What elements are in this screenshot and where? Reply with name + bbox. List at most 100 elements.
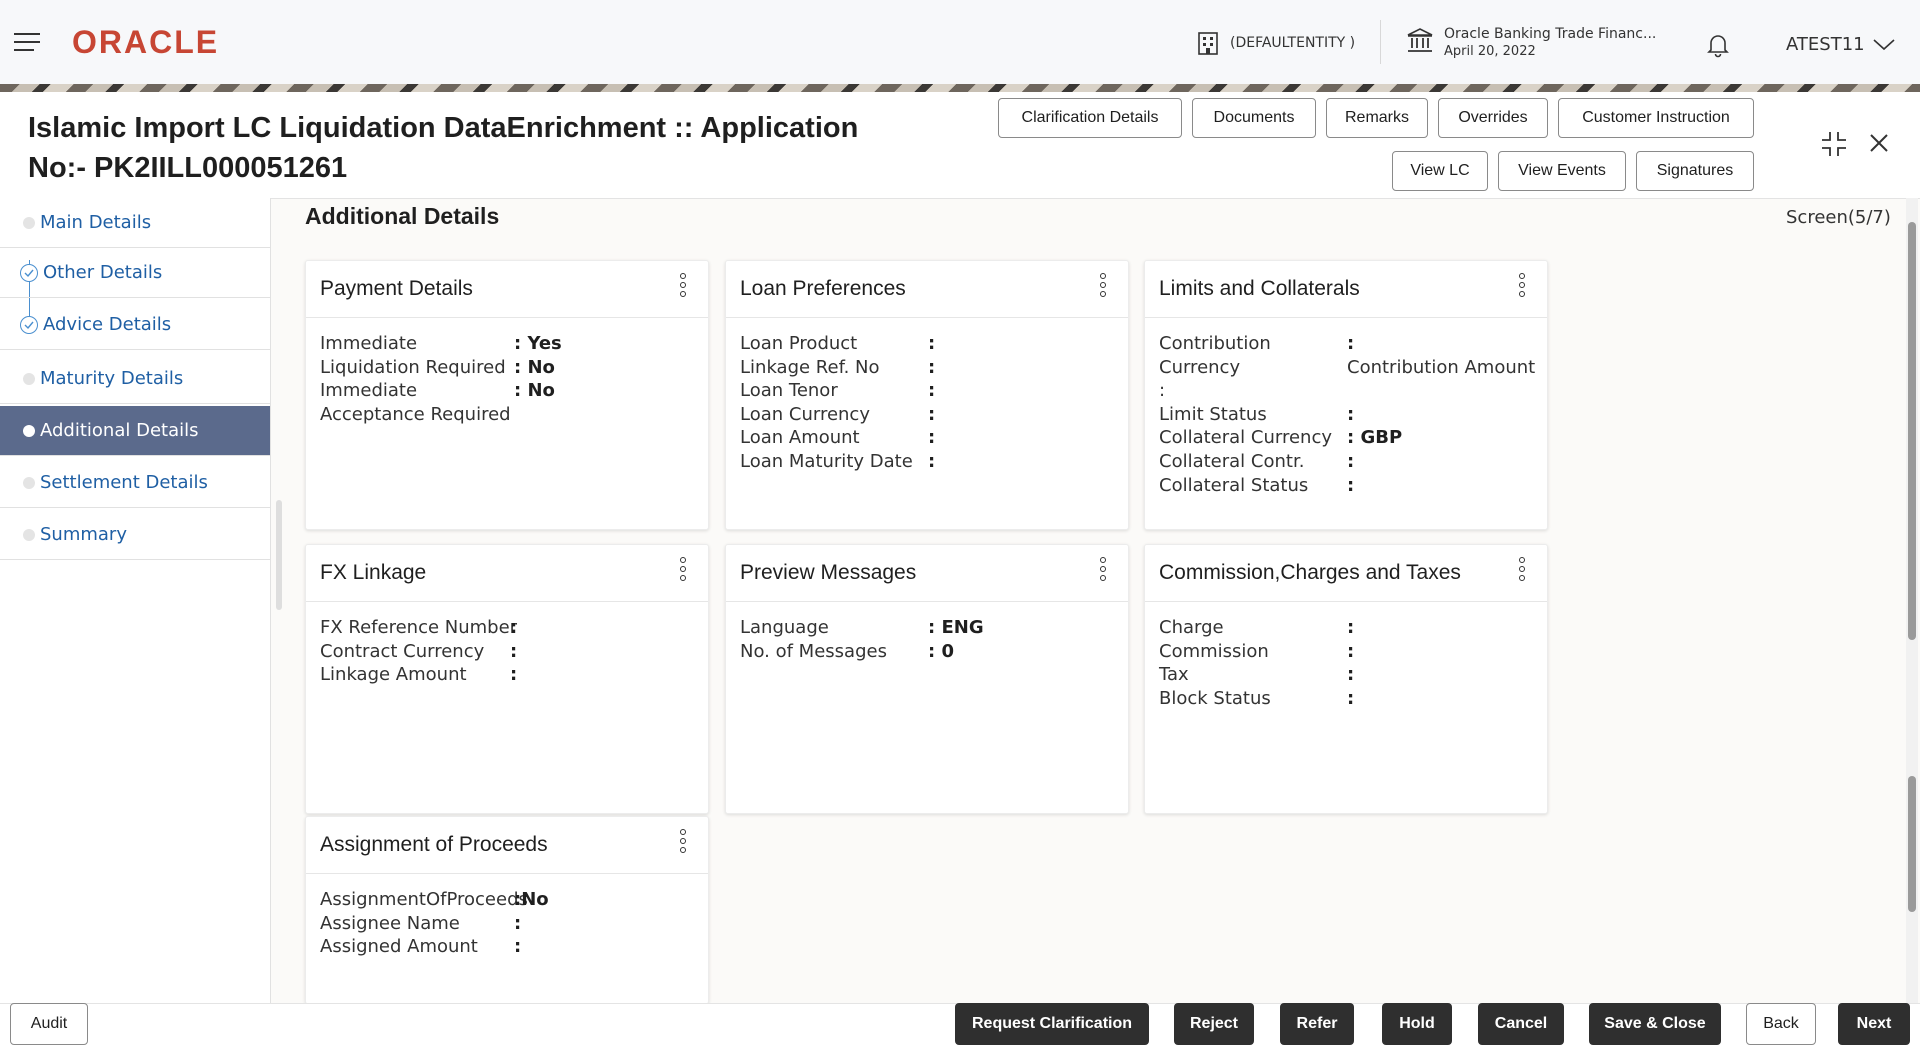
view-lc-button[interactable]: View LC: [1392, 151, 1488, 191]
step-dot: [23, 424, 35, 437]
card-title: FX Linkage: [320, 561, 427, 584]
more-options-icon[interactable]: [678, 829, 688, 861]
sidebar-item-main-details[interactable]: Main Details: [0, 198, 270, 248]
field-row: Loan Currency:: [740, 404, 936, 425]
card-title: Loan Preferences: [740, 277, 906, 300]
field-row: Loan Tenor:: [740, 380, 936, 401]
field-row: Immediate: No: [320, 380, 555, 401]
main-scrollbar-thumb-secondary[interactable]: [1908, 776, 1916, 912]
field-row: Acceptance Required: [320, 404, 511, 425]
entity-selector[interactable]: (DEFAULTENTITY ): [1196, 30, 1355, 56]
field-row: Loan Maturity Date:: [740, 451, 936, 472]
field-row: Collateral Contr.:: [1159, 451, 1355, 472]
sidebar-item-advice-details[interactable]: Advice Details: [0, 300, 270, 350]
sidebar-item-label: Additional Details: [40, 420, 199, 441]
field-row: Loan Product:: [740, 333, 936, 354]
sidebar-item-label: Settlement Details: [40, 472, 208, 493]
payment-details-card: Payment Details Immediate: Yes Liquidati…: [305, 260, 709, 530]
section-title: Additional Details: [305, 203, 500, 229]
field-row: Immediate: Yes: [320, 333, 562, 354]
collapse-icon[interactable]: [1820, 130, 1848, 162]
customer-instruction-button[interactable]: Customer Instruction: [1558, 98, 1754, 138]
field-row: Contract Currency:: [320, 641, 518, 662]
next-button[interactable]: Next: [1838, 1003, 1910, 1045]
overrides-button[interactable]: Overrides: [1438, 98, 1548, 138]
card-title: Payment Details: [320, 277, 473, 300]
oracle-logo: ORACLE: [72, 24, 220, 60]
sidebar-item-other-details[interactable]: Other Details: [0, 248, 270, 298]
view-events-button[interactable]: View Events: [1498, 151, 1626, 191]
more-options-icon[interactable]: [678, 557, 688, 589]
refer-button[interactable]: Refer: [1280, 1003, 1354, 1045]
more-options-icon[interactable]: [1098, 273, 1108, 305]
field-row: Contribution:: [1159, 333, 1355, 354]
step-dot: [23, 476, 35, 489]
documents-button[interactable]: Documents: [1192, 98, 1316, 138]
step-dot: [23, 216, 35, 229]
field-row: Assignee Name:: [320, 913, 522, 934]
fx-linkage-card: FX Linkage FX Reference Number: Contract…: [305, 544, 709, 814]
business-date: April 20, 2022: [1444, 44, 1536, 59]
user-menu[interactable]: ATEST11: [1786, 34, 1895, 55]
card-header: Payment Details: [306, 261, 708, 318]
field-row: Assigned Amount:: [320, 936, 522, 957]
field-row: Collateral Status:: [1159, 475, 1355, 496]
card-title: Preview Messages: [740, 561, 917, 584]
more-options-icon[interactable]: [1098, 557, 1108, 589]
assignment-of-proceeds-card: Assignment of Proceeds AssignmentOfProce…: [305, 816, 709, 1004]
remarks-button[interactable]: Remarks: [1326, 98, 1428, 138]
building-icon: [1198, 32, 1218, 55]
reject-button[interactable]: Reject: [1174, 1003, 1254, 1045]
main-scrollbar-thumb[interactable]: [1908, 222, 1916, 640]
field-row: Loan Amount:: [740, 427, 936, 448]
user-name: ATEST11: [1786, 34, 1865, 55]
card-header: Preview Messages: [726, 545, 1128, 602]
field-row: Linkage Amount:: [320, 664, 518, 685]
top-bar: ORACLE (DEFAULTENTITY ) Oracle Banking T…: [0, 0, 1920, 85]
entity-label: (DEFAULTENTITY ): [1230, 35, 1356, 51]
card-title: Assignment of Proceeds: [320, 833, 548, 856]
progress-line: [29, 260, 30, 324]
branch-selector[interactable]: Oracle Banking Trade Financ... April 20,…: [1406, 26, 1656, 60]
more-options-icon[interactable]: [678, 273, 688, 305]
bank-name: Oracle Banking Trade Financ...: [1444, 26, 1657, 42]
card-header: FX Linkage: [306, 545, 708, 602]
cancel-button[interactable]: Cancel: [1478, 1003, 1564, 1045]
field-row: Liquidation Required: No: [320, 357, 555, 378]
sidebar-item-settlement-details[interactable]: Settlement Details: [0, 458, 270, 508]
more-options-icon[interactable]: [1517, 273, 1527, 305]
more-options-icon[interactable]: [1517, 557, 1527, 589]
hamburger-menu-icon[interactable]: [14, 33, 40, 51]
card-title: Limits and Collaterals: [1159, 277, 1360, 300]
field-row: Currency Contribution Amount: [1159, 357, 1536, 378]
sidebar-item-additional-details[interactable]: Additional Details: [0, 406, 270, 456]
clarification-details-button[interactable]: Clarification Details: [998, 98, 1182, 138]
field-row: :: [1159, 380, 1166, 401]
bank-icon: [1407, 28, 1433, 52]
sidebar-item-label: Main Details: [40, 212, 152, 233]
save-close-button[interactable]: Save & Close: [1589, 1003, 1721, 1045]
sidebar-item-label: Summary: [40, 524, 127, 545]
field-row: Limit Status:: [1159, 404, 1355, 425]
signatures-button[interactable]: Signatures: [1636, 151, 1754, 191]
step-dot: [23, 372, 35, 385]
close-icon[interactable]: [1868, 132, 1890, 158]
sidebar-item-label: Maturity Details: [40, 368, 184, 389]
sidebar-item-label: Other Details: [43, 262, 163, 283]
page-title-line2: No:- PK2IILL000051261: [28, 152, 348, 184]
sidebar-scrollbar[interactable]: [276, 500, 282, 610]
field-row: Collateral Currency: GBP: [1159, 427, 1403, 448]
check-circle-icon: [20, 263, 38, 282]
step-dot: [23, 528, 35, 541]
page-title: Islamic Import LC Liquidation DataEnrich…: [28, 108, 888, 188]
sidebar-nav: Main Details Other Details Advice Detail…: [0, 198, 271, 1003]
header-divider: [1380, 20, 1381, 64]
back-button[interactable]: Back: [1746, 1003, 1816, 1045]
audit-button[interactable]: Audit: [10, 1003, 88, 1045]
sidebar-item-summary[interactable]: Summary: [0, 510, 270, 560]
notification-bell-icon[interactable]: [1706, 32, 1730, 62]
limits-collaterals-card: Limits and Collaterals Contribution: Cur…: [1144, 260, 1548, 530]
hold-button[interactable]: Hold: [1382, 1003, 1452, 1045]
request-clarification-button[interactable]: Request Clarification: [955, 1003, 1149, 1045]
sidebar-item-maturity-details[interactable]: Maturity Details: [0, 354, 270, 404]
